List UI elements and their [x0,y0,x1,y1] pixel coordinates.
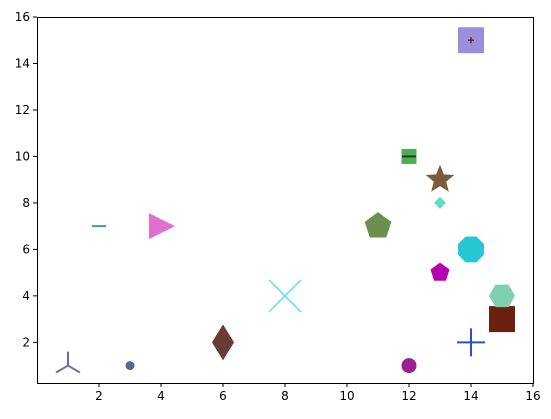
y-tick-label: 4 [22,289,30,303]
y-tick-label: 8 [22,196,30,210]
data-point-square [489,306,515,333]
data-point-pentagon [364,212,392,238]
y-axis-ticks: 2 4 6 8 10 12 14 16 [15,10,37,349]
x-tick-label: 14 [463,389,478,403]
y-tick-label: 10 [15,149,30,163]
y-tick-label: 12 [15,103,30,117]
x-tick-label: 2 [95,389,103,403]
x-tick-label: 8 [281,389,289,403]
y-tick-label: 16 [15,10,30,24]
data-point-pentagon [430,262,450,281]
data-point-thin_diamond [212,324,234,361]
y-tick-label: 6 [22,242,30,256]
x-tick-label: 12 [401,389,416,403]
data-point-octagon [458,236,484,263]
y-tick-label: 2 [22,335,30,349]
data-point-circle [401,358,417,374]
data-point-hexagon [489,284,515,308]
x-tick-label: 10 [339,389,354,403]
x-tick-label: 6 [219,389,227,403]
plot-frame [37,17,534,384]
y-tick-label: 14 [15,56,30,70]
data-point-diamond [434,196,446,209]
data-point-tri_up [55,351,81,374]
data-point-circle [125,361,135,371]
data-point-x [268,279,302,313]
data-point-star [425,164,455,192]
x-tick-label: 16 [525,389,540,403]
x-axis-ticks: 2 4 6 8 10 12 14 16 [95,383,541,403]
x-tick-label: 4 [157,389,165,403]
data-point-triangle_right [149,213,175,240]
data-points [55,27,515,374]
data-point-plus [457,328,485,357]
data-point-plus [468,37,474,44]
